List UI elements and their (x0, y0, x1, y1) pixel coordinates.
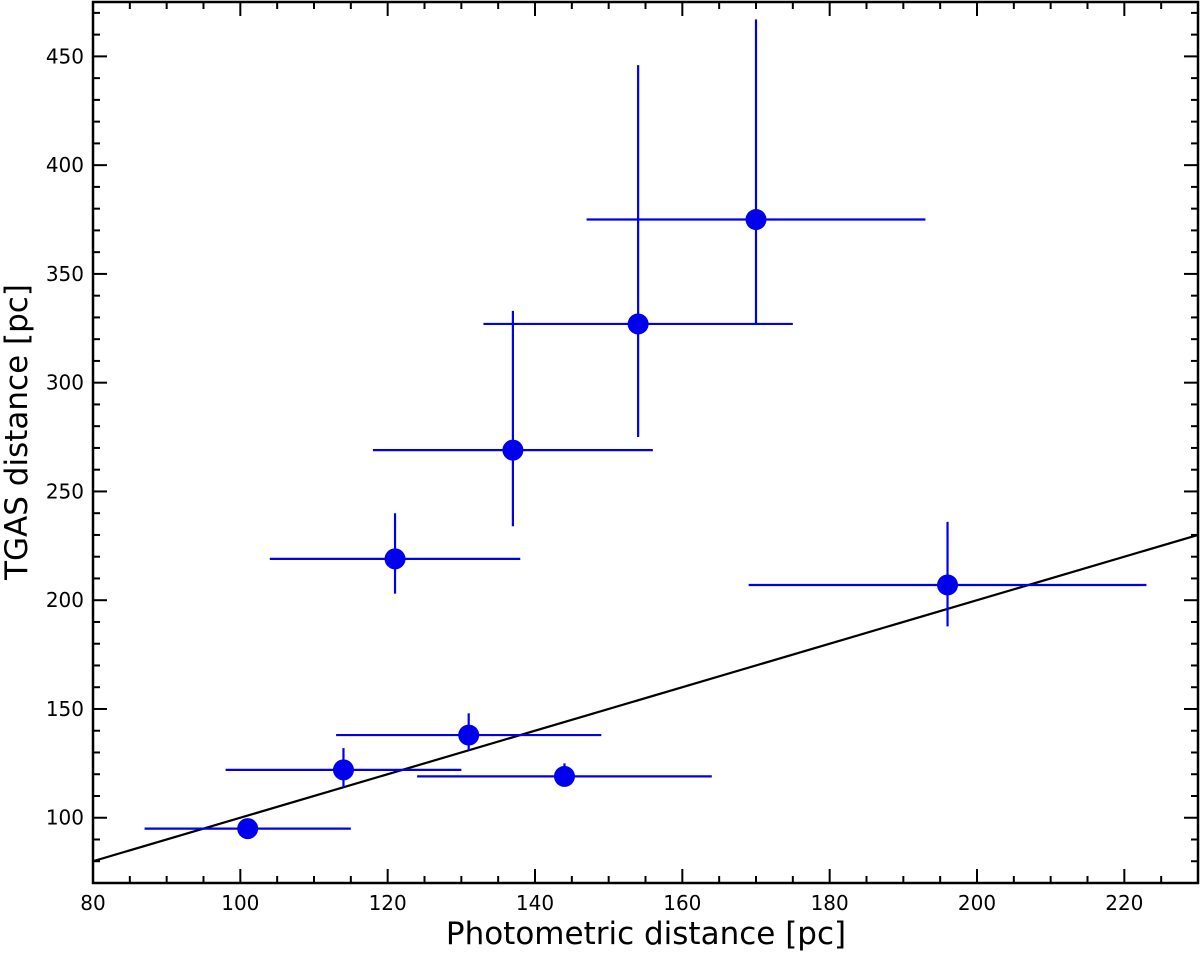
data-point (745, 209, 767, 231)
y-tick-label: 300 (46, 371, 84, 395)
x-tick-label: 220 (1105, 891, 1143, 915)
data-point (627, 313, 649, 335)
data-point (384, 548, 406, 570)
y-tick-label: 150 (46, 697, 84, 721)
data-point (553, 765, 575, 787)
x-tick-label: 80 (80, 891, 105, 915)
data-point (502, 439, 524, 461)
y-tick-label: 450 (46, 44, 84, 68)
y-tick-label: 250 (46, 479, 84, 503)
y-tick-label: 200 (46, 588, 84, 612)
plot-frame (91, 0, 1200, 885)
data-point-group (336, 713, 602, 751)
frame-layer (91, 0, 1200, 885)
x-tick-label: 200 (958, 891, 996, 915)
x-axis-label: Photometric distance [pc] (446, 916, 846, 952)
x-tick-label: 160 (663, 891, 701, 915)
reference-line-layer (93, 533, 1198, 863)
data-point (332, 759, 354, 781)
y-axis-label: TGAS distance [pc] (0, 284, 35, 581)
x-tick-label: 180 (811, 891, 849, 915)
y-tick-label: 100 (46, 806, 84, 830)
data-point (458, 724, 480, 746)
data-point (237, 818, 259, 840)
data-point-group (483, 65, 793, 438)
data-points-layer (144, 19, 1147, 840)
y-tick-label: 400 (46, 153, 84, 177)
data-point-group (269, 513, 521, 594)
data-point-group (586, 19, 926, 324)
data-point-group (144, 818, 351, 840)
data-point-group (372, 310, 653, 527)
labels-layer: Photometric distance [pc] TGAS distance … (0, 284, 846, 952)
ticks-layer: 80 100 120 140 160 180 200 220 100 150 200 250 300 35… (46, 2, 1199, 915)
y-tick-label: 350 (46, 262, 84, 286)
data-point (937, 574, 959, 596)
data-point-group (417, 763, 712, 787)
x-tick-label: 120 (369, 891, 407, 915)
data-point-group (748, 521, 1147, 627)
one-to-one-line (93, 533, 1198, 863)
data-point-group (225, 748, 462, 788)
x-tick-label: 140 (516, 891, 554, 915)
x-tick-label: 100 (221, 891, 259, 915)
